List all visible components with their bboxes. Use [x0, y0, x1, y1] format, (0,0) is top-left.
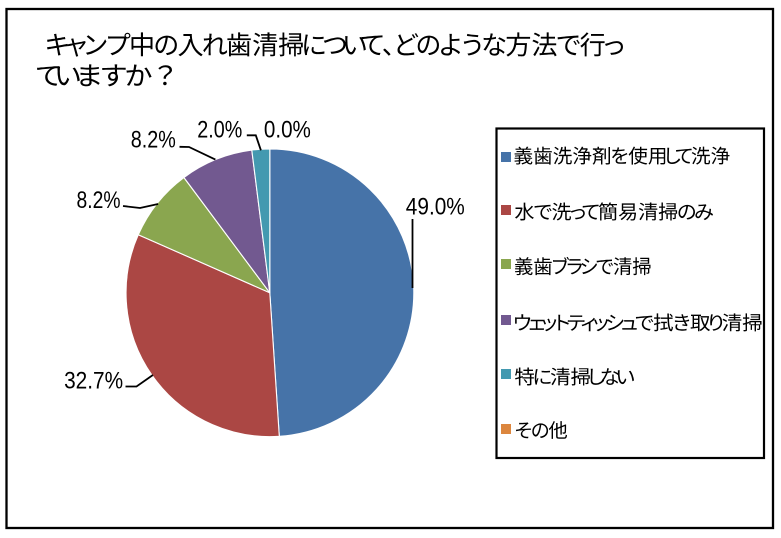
svg-text:32.7%: 32.7%: [64, 367, 123, 394]
svg-text:2.0%: 2.0%: [197, 116, 242, 143]
svg-text:8.2%: 8.2%: [131, 126, 176, 153]
svg-text:49.0%: 49.0%: [406, 194, 465, 221]
svg-text:0.0%: 0.0%: [264, 116, 311, 143]
svg-text:8.2%: 8.2%: [77, 187, 121, 214]
